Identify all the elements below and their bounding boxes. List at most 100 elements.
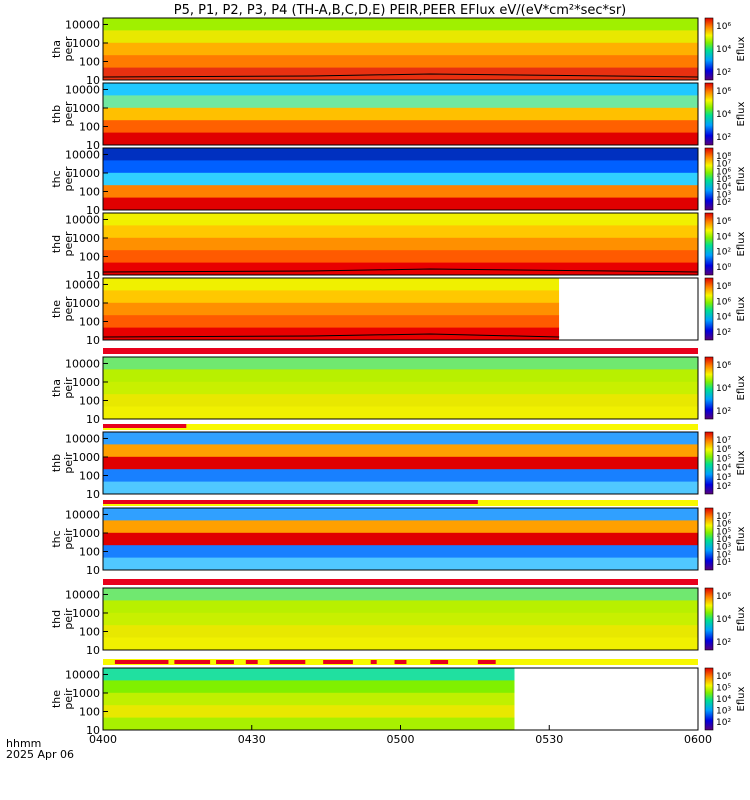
colorbar-tick-label: 10²	[716, 328, 731, 338]
y-tick-label: 10000	[65, 213, 100, 226]
y-tick-label: 1000	[72, 102, 100, 115]
y-tick-label: 1000	[72, 451, 100, 464]
spectrogram-band	[103, 680, 515, 694]
spectrogram-band	[103, 469, 698, 483]
colorbar-label: Eflux	[736, 606, 747, 631]
spectrogram-band	[103, 250, 698, 264]
panel-frame	[102, 587, 699, 651]
spectrogram-band	[103, 213, 698, 226]
colorbar-label: Eflux	[736, 375, 747, 400]
spectrogram-band	[103, 444, 698, 458]
status-bar-red-segment	[103, 500, 478, 504]
panel-ylabel-line1: thb	[50, 105, 63, 123]
colorbar-label: Eflux	[736, 296, 747, 321]
colorbar-tick-label: 10⁴	[716, 110, 731, 120]
spectrogram-band	[103, 30, 698, 44]
y-tick-label: 10	[86, 139, 100, 152]
panel-ylabel-line1: thd	[50, 235, 63, 253]
boundary-line	[102, 333, 560, 338]
colorbar	[704, 507, 714, 571]
colorbar-tick-label: 10⁴	[716, 615, 731, 625]
colorbar	[704, 587, 714, 651]
panel-frame	[102, 356, 699, 420]
status-bar-red-segment	[114, 660, 169, 664]
spectrogram-band	[103, 625, 698, 639]
panel-ylabel-line2: peer	[62, 36, 75, 62]
spectrogram-band	[103, 557, 698, 571]
y-tick-label: 100	[79, 705, 100, 718]
spectrogram-band	[103, 225, 698, 239]
panel-ylabel-line1: tha	[50, 40, 63, 58]
y-tick-label: 1000	[72, 297, 100, 310]
panel-frame	[102, 212, 699, 276]
colorbar	[704, 212, 714, 276]
y-tick-label: 10	[86, 204, 100, 217]
spectrogram-band	[103, 637, 698, 651]
spectrogram-band	[103, 357, 698, 370]
panel-frame	[102, 147, 699, 211]
y-tick-label: 1000	[72, 37, 100, 50]
spectrogram-band	[103, 432, 698, 445]
spectrogram-band	[103, 95, 698, 109]
colorbar-label: Eflux	[736, 231, 747, 256]
colorbar-tick-label: 10⁶	[716, 217, 731, 227]
panel-ylabel-line1: thc	[50, 170, 63, 187]
y-tick-label: 100	[79, 545, 100, 558]
panel-ylabel: thbpeer	[50, 101, 75, 127]
no-data-region	[559, 278, 698, 340]
colorbar-tick-label: 10⁷	[716, 160, 731, 170]
status-bar-red-segment	[394, 660, 407, 664]
colorbar-tick-label: 10⁶	[716, 167, 731, 177]
spectrogram-band	[103, 369, 698, 383]
y-tick-label: 1000	[72, 376, 100, 389]
y-tick-label: 10000	[65, 357, 100, 370]
y-tick-label: 10	[86, 644, 100, 657]
spectrogram-band	[103, 600, 698, 614]
status-bar	[103, 424, 698, 430]
panel-frame	[102, 17, 699, 81]
spectrogram-band	[103, 42, 698, 56]
spectrogram-band	[103, 172, 698, 186]
boundary-line	[102, 73, 699, 78]
colorbar-tick-label: 10⁴	[716, 464, 731, 474]
colorbar-tick-label: 10⁶	[716, 361, 731, 371]
panel-frame	[102, 507, 699, 571]
panel-ylabel-line2: peer	[62, 296, 75, 322]
spectrogram-band	[103, 148, 698, 161]
panel-frame	[102, 82, 699, 146]
colorbar-tick-label: 10⁷	[716, 512, 731, 522]
colorbar-tick-label: 10²	[716, 550, 731, 560]
colorbar-tick-label: 10⁴	[716, 695, 731, 705]
y-tick-label: 100	[79, 315, 100, 328]
colorbar-tick-label: 10²	[716, 248, 731, 258]
spectrogram-band	[103, 692, 515, 706]
spectrogram-band	[103, 107, 698, 121]
spectrogram-band	[103, 717, 515, 731]
colorbar-tick-label: 10⁸	[716, 282, 731, 292]
status-bar-red-segment	[323, 660, 353, 664]
panel-ylabel: thapeer	[50, 36, 75, 62]
y-tick-label: 10	[86, 564, 100, 577]
panel-ylabel-line2: peer	[62, 101, 75, 127]
status-bar-red-segment	[174, 660, 211, 664]
x-tick-label: 0530	[535, 733, 563, 746]
y-tick-label: 100	[79, 625, 100, 638]
spectrogram-band	[103, 315, 560, 329]
colorbar-tick-label: 10⁵	[716, 175, 731, 185]
colorbar-label: Eflux	[736, 450, 747, 475]
colorbar-tick-label: 10⁴	[716, 535, 731, 545]
spectrogram-band	[103, 532, 698, 546]
colorbar-tick-label: 10²	[716, 718, 731, 728]
colorbar-tick-label: 10⁵	[716, 454, 731, 464]
spectrogram-band	[103, 237, 698, 251]
panel-ylabel-line2: peir	[62, 377, 75, 399]
colorbar	[704, 356, 714, 420]
panel-ylabel-line2: peir	[62, 688, 75, 710]
y-tick-label: 100	[79, 120, 100, 133]
y-tick-label: 10000	[65, 668, 100, 681]
colorbar-tick-label: 10²	[716, 68, 731, 78]
spectrogram-band	[103, 705, 515, 719]
colorbar-label: Eflux	[736, 686, 747, 711]
boundary-line	[102, 268, 699, 273]
